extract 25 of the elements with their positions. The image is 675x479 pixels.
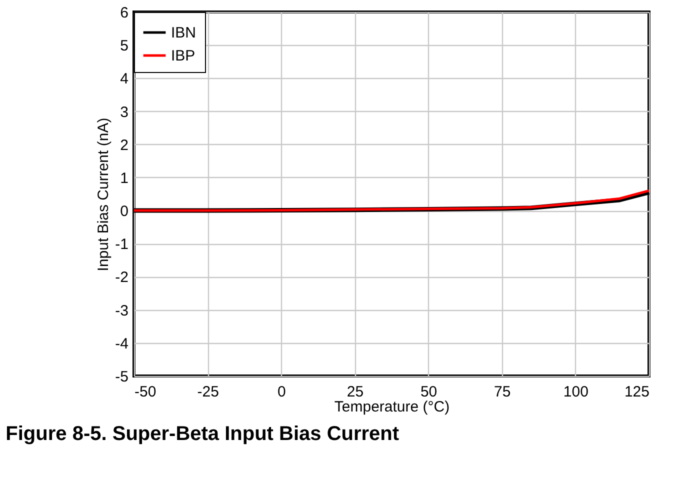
y-tick-label: 4 (120, 70, 128, 88)
y-tick-label: 2 (120, 136, 128, 154)
y-tick-label: -5 (115, 368, 128, 386)
y-tick-label: -3 (115, 302, 128, 320)
x-axis-title: Temperature (°C) (334, 398, 450, 416)
legend-label: IBN (171, 24, 196, 42)
x-tick-label: 25 (346, 384, 364, 400)
x-tick-label: 125 (624, 384, 650, 400)
legend-label: IBP (171, 48, 196, 64)
x-tick-label: 50 (420, 384, 438, 400)
x-tick-label: 75 (494, 384, 511, 400)
y-tick-label: -2 (115, 269, 128, 286)
x-tick-label: 100 (563, 384, 588, 400)
y-tick-label: -4 (115, 335, 128, 352)
x-tick-label: 0 (277, 384, 286, 400)
text: Figure 8-5. Super-Beta Input Bias Current (6, 423, 400, 445)
x-tick-label: -50 (134, 384, 156, 400)
y-tick-label: 0 (120, 203, 128, 220)
y-tick-label: 1 (120, 170, 128, 187)
x-tick-label: -25 (197, 384, 219, 400)
y-tick-label: 3 (120, 104, 128, 121)
y-tick-label: 5 (120, 38, 128, 55)
y-axis-title: Input Bias Current (nA) (95, 118, 112, 272)
y-tick-label: -1 (115, 236, 128, 254)
y-tick-label: 6 (120, 4, 128, 22)
